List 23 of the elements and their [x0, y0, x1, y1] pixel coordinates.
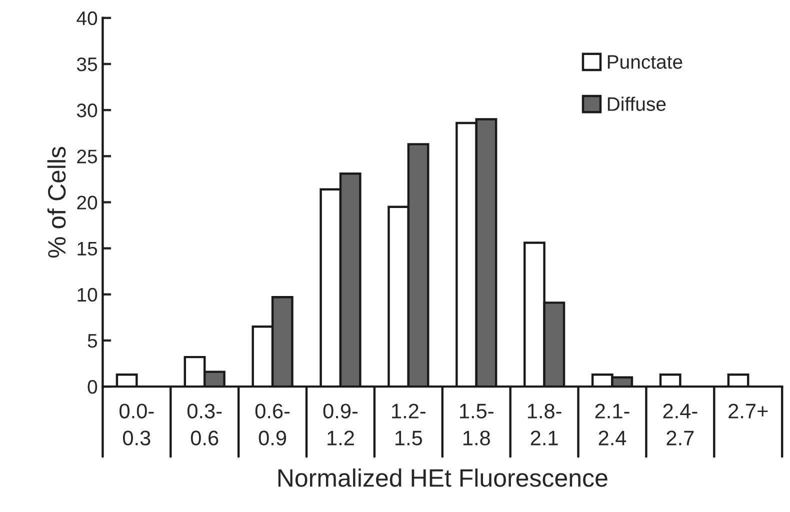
legend-label: Punctate: [608, 55, 682, 69]
y-tick-label: 0: [88, 380, 98, 394]
x-tick-label: 1.2- 1.5: [392, 404, 426, 446]
x-tick-label: 1.5- 1.8: [460, 404, 494, 446]
x-tick-label: 2.4- 2.7: [663, 404, 698, 446]
legend-label: Diffuse: [608, 96, 666, 111]
x-tick-label: 2.7+: [728, 404, 768, 418]
x-tick-label: 0.6- 0.9: [255, 404, 290, 446]
y-tick-label: 30: [76, 104, 98, 118]
x-tick-label: 1.8- 2.1: [528, 404, 562, 446]
x-tick-label: 2.1- 2.4: [595, 404, 630, 446]
y-tick-label: 5: [88, 334, 98, 348]
y-tick-label: 25: [77, 150, 98, 164]
y-axis-title: % of Cells: [47, 146, 66, 258]
y-tick-label: 40: [76, 11, 98, 26]
x-tick-label: 0.0- 0.3: [120, 404, 154, 446]
x-tick-label: 0.9- 1.2: [323, 404, 358, 446]
y-tick-label: 35: [76, 57, 98, 72]
y-tick-label: 10: [78, 288, 98, 302]
y-tick-label: 20: [77, 196, 98, 210]
y-tick-label: 15: [78, 242, 98, 256]
x-tick-label: 0.3- 0.6: [187, 404, 222, 446]
x-axis-title: Normalized HEt Fluorescence: [278, 468, 608, 487]
